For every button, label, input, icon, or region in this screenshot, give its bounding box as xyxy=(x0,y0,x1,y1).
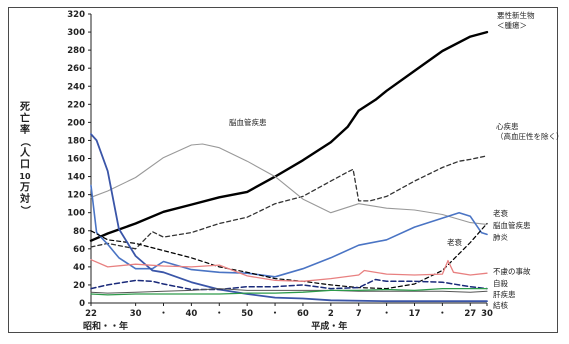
y-tick-label: 80 xyxy=(73,227,85,237)
series-annotation-label: 脳血管疾患 xyxy=(493,220,531,230)
y-tick-label: 200 xyxy=(67,118,85,128)
series-annotation-label: ＜腫瘍＞ xyxy=(497,20,527,30)
x-tick-label: ・ xyxy=(159,309,168,319)
y-tick-label: 140 xyxy=(67,173,85,183)
y-tick-label: 220 xyxy=(67,100,85,110)
series-annotation-label: 老衰 xyxy=(447,237,462,247)
y-axis-label-char: 10 xyxy=(19,172,31,181)
x-tick-label: 40 xyxy=(185,309,197,319)
series-annotation-label: 老衰 xyxy=(493,208,508,218)
x-tick-label: 27 xyxy=(464,309,476,319)
series-annotation-label: 自殺 xyxy=(493,278,508,288)
y-axis-label-char: 対 xyxy=(19,192,30,205)
y-tick-label: 40 xyxy=(73,263,85,273)
x-tick-label: 50 xyxy=(241,309,253,319)
y-tick-label: 300 xyxy=(67,28,85,38)
series-line-3 xyxy=(90,184,488,278)
series-annotation-label: 悪性新生物 xyxy=(497,10,535,20)
x-tick-label: 7 xyxy=(356,309,362,319)
series-line-7 xyxy=(90,278,488,291)
x-axis-label-showa: 昭和・・年 xyxy=(83,320,128,332)
x-axis-label-heisei: 平成・年 xyxy=(311,320,347,332)
y-tick-label: 60 xyxy=(73,245,85,255)
y-axis-label-char: ） xyxy=(19,206,32,216)
x-tick-label: 60 xyxy=(297,309,309,319)
y-tick-label: 240 xyxy=(67,82,85,92)
series-line-4 xyxy=(90,222,488,290)
series-line-5 xyxy=(90,133,488,303)
y-tick-label: 180 xyxy=(67,136,85,146)
series-annotation-label: 肺炎 xyxy=(493,233,508,242)
x-tick-label: ・ xyxy=(438,309,447,319)
series-annotation-label: 不慮の事故 xyxy=(493,266,531,276)
series-lines xyxy=(89,30,489,303)
y-axis-label-char: 万 xyxy=(19,182,30,194)
x-tick-label: 2 xyxy=(328,309,334,319)
y-tick-label: 280 xyxy=(67,46,85,56)
series-line-8 xyxy=(90,288,488,294)
y-axis-label-char: 人 xyxy=(20,146,31,159)
x-tick-label: 22 xyxy=(85,309,97,319)
series-line-0 xyxy=(89,30,489,242)
y-axis-label-char: （ xyxy=(19,137,32,147)
chart-frame: 0 20 40 60 80 100 120 140 160 180 200 220 240 260 280 3… xyxy=(8,7,559,333)
series-annotation-label: 結核 xyxy=(493,300,508,310)
y-axis-label-char: 率 xyxy=(20,123,30,136)
series-annotation-label: 脳血管疾患 xyxy=(229,117,267,127)
y-axis-label-char: 死 xyxy=(20,101,30,113)
x-tick-label: ・ xyxy=(382,309,391,319)
series-annotations: 悪性新生物＜腫瘍＞心疾患（高血圧性を除く）脳血管疾患老衰脳血管疾患肺炎老衰不慮の… xyxy=(229,10,559,310)
mortality-line-chart: 0204060801001201401601802002202402602803… xyxy=(19,10,559,332)
x-tick-label: 17 xyxy=(409,309,421,319)
y-tick-label: 120 xyxy=(67,191,85,201)
x-tick-label: ・ xyxy=(215,309,224,319)
series-line-1 xyxy=(90,155,488,250)
y-axis-label-char: 亡 xyxy=(20,112,30,125)
x-tick-label: ・ xyxy=(271,309,280,319)
series-annotation-label: （高血圧性を除く） xyxy=(496,131,559,141)
y-tick-label: 100 xyxy=(67,209,85,219)
y-tick-label: 0 xyxy=(79,299,85,309)
y-tick-label: 260 xyxy=(67,64,85,74)
series-annotation-label: 心疾患 xyxy=(496,121,519,131)
series-annotation-label: 肝疾患 xyxy=(493,289,516,299)
y-tick-label: 20 xyxy=(73,281,85,291)
x-tick-label: 30 xyxy=(130,309,142,319)
series-line-9 xyxy=(90,287,488,296)
y-tick-label: 160 xyxy=(67,155,85,165)
series-line-6 xyxy=(90,259,488,282)
series-line-2 xyxy=(90,143,488,225)
y-tick-label: 320 xyxy=(67,10,85,20)
y-axis-label-char: 口 xyxy=(20,160,30,171)
axes: 0204060801001201401601802002202402602803… xyxy=(19,10,493,332)
x-tick-label: 30 xyxy=(481,309,493,319)
